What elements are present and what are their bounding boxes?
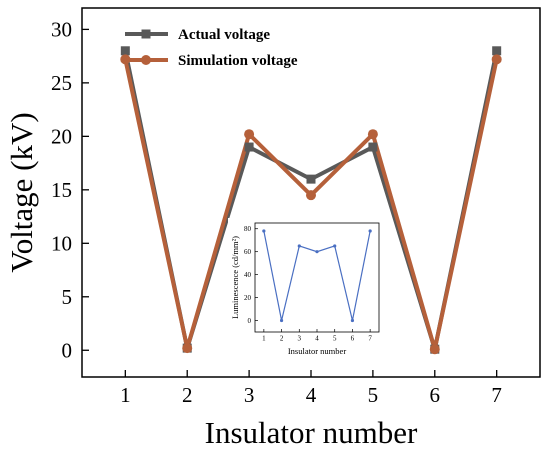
- inset-x-tick-label: 2: [280, 335, 284, 343]
- inset-y-tick-label: 20: [244, 294, 252, 302]
- simulation-voltage-point: [182, 343, 193, 354]
- inset-data-point: [262, 229, 266, 233]
- inset-x-tick-label: 3: [298, 335, 302, 343]
- y-tick-label: 5: [62, 285, 73, 309]
- inset-x-axis-label: Insulator number: [288, 346, 346, 356]
- y-tick-label: 10: [51, 232, 72, 256]
- inset-data-point: [350, 318, 355, 323]
- simulation-voltage-point: [429, 344, 440, 355]
- simulation-voltage-point: [244, 129, 255, 140]
- y-tick-label: 15: [51, 178, 72, 202]
- y-axis-label: Voltage (kV): [4, 112, 39, 272]
- y-tick-label: 25: [51, 71, 72, 95]
- inset-data-point: [368, 229, 372, 233]
- actual-voltage-point: [244, 142, 254, 152]
- x-tick-label: 3: [244, 383, 255, 407]
- inset-y-axis-label: Luminescence (cd/mm²): [230, 236, 240, 319]
- legend: Actual voltage Simulation voltage: [125, 27, 298, 69]
- y-tick-label: 0: [62, 339, 73, 363]
- x-tick-label: 1: [120, 383, 131, 407]
- simulation-voltage-point: [367, 129, 378, 140]
- inset-x-tick-label: 7: [368, 335, 372, 343]
- legend-marker-circle: [141, 55, 151, 65]
- inset-x-tick-label: 1: [262, 335, 266, 343]
- inset-x-tick-label: 6: [351, 335, 355, 343]
- legend-entry-label: Simulation voltage: [178, 53, 298, 69]
- inset-y-tick-label: 40: [244, 271, 252, 279]
- inset-data-point: [279, 318, 284, 323]
- legend-marker-square: [141, 29, 151, 39]
- inset-plot-frame: [254, 222, 380, 333]
- simulation-voltage-point: [306, 190, 316, 201]
- inset-x-tick-label: 4: [315, 335, 319, 343]
- actual-voltage-point: [120, 46, 130, 56]
- inset-data-point: [297, 244, 301, 248]
- inset-y-tick-label: 80: [244, 225, 252, 233]
- simulation-voltage-point: [491, 54, 502, 65]
- x-tick-label: 4: [306, 383, 317, 407]
- actual-voltage-point: [492, 46, 502, 56]
- y-tick-label: 20: [51, 125, 72, 149]
- inset-y-tick-label: 0: [248, 317, 252, 325]
- actual-voltage-point: [306, 174, 316, 184]
- x-tick-label: 5: [368, 383, 379, 407]
- actual-voltage-point: [368, 142, 378, 152]
- x-axis-label: Insulator number: [205, 415, 418, 450]
- y-tick-label: 30: [51, 18, 72, 42]
- x-tick-label: 2: [182, 383, 193, 407]
- x-tick-label: 6: [430, 383, 441, 407]
- inset-y-tick-label: 60: [244, 248, 252, 256]
- legend-entry-label: Actual voltage: [178, 27, 270, 43]
- inset-x-tick-label: 5: [333, 335, 337, 343]
- inset-data-point: [333, 244, 337, 248]
- inset-data-point: [315, 250, 319, 254]
- x-tick-label: 7: [491, 383, 502, 407]
